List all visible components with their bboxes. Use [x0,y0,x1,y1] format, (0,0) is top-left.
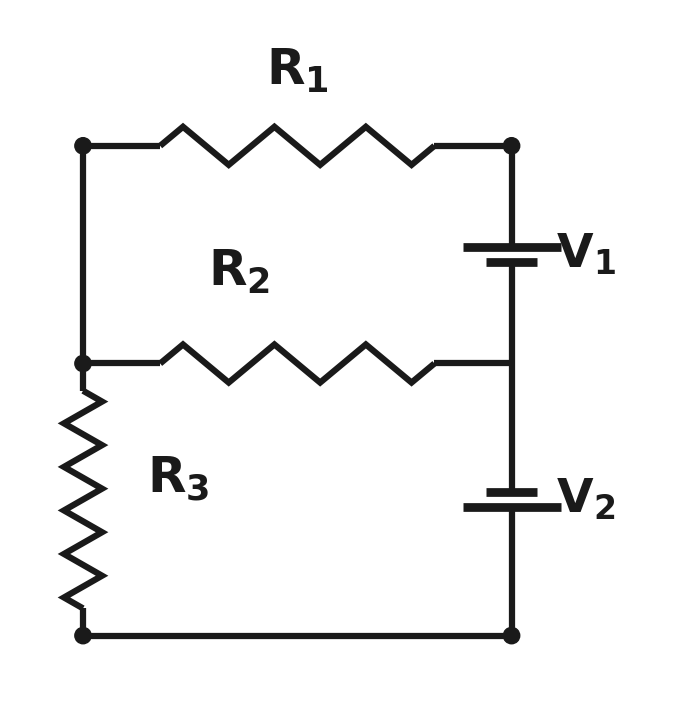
Text: $\mathbf{V_2}$: $\mathbf{V_2}$ [556,477,615,522]
Circle shape [75,356,91,371]
Circle shape [75,627,91,643]
Text: $\mathbf{R_3}$: $\mathbf{R_3}$ [147,455,210,503]
Text: $\mathbf{R_2}$: $\mathbf{R_2}$ [208,248,270,296]
Circle shape [75,137,91,154]
Text: $\mathbf{R_1}$: $\mathbf{R_1}$ [266,47,329,95]
Text: $\mathbf{V_1}$: $\mathbf{V_1}$ [556,232,615,278]
Circle shape [503,137,520,154]
Circle shape [503,627,520,643]
